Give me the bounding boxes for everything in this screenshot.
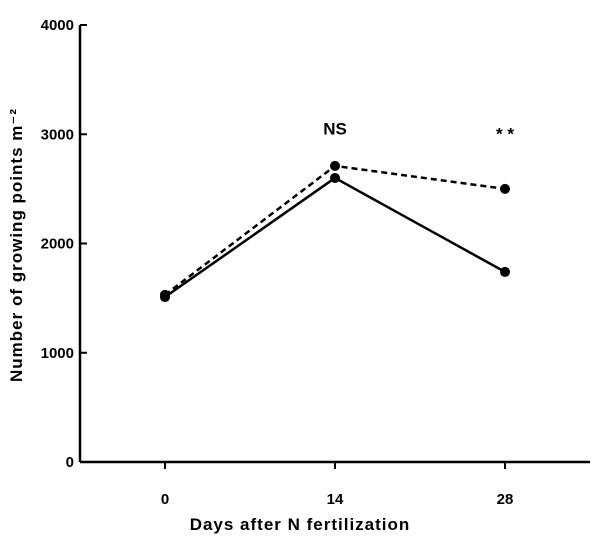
y-tick-label: 1000: [41, 345, 74, 362]
data-point-dashed: [500, 183, 510, 194]
data-point-solid: [330, 172, 340, 183]
x-axis-title: Days after N fertilization: [190, 515, 411, 534]
x-tick-label: 28: [497, 491, 514, 508]
data-point-solid: [500, 266, 510, 277]
data-point-dashed: [330, 160, 340, 171]
y-tick-label: 2000: [41, 236, 74, 253]
y-tick-label: 4000: [41, 17, 74, 34]
series-line-dashed: [164, 164, 506, 296]
x-tick-label: 14: [327, 491, 344, 508]
data-point-dashed: [160, 289, 170, 300]
y-axis-title: Number of growing points m⁻²: [7, 108, 26, 382]
y-tick-label: 3000: [41, 126, 74, 143]
series-line-solid: [164, 176, 506, 299]
x-tick-label: 0: [161, 491, 169, 508]
annotation-label: * *: [496, 125, 514, 144]
y-tick-label: 0: [66, 454, 74, 471]
annotation-label: NS: [323, 119, 347, 138]
